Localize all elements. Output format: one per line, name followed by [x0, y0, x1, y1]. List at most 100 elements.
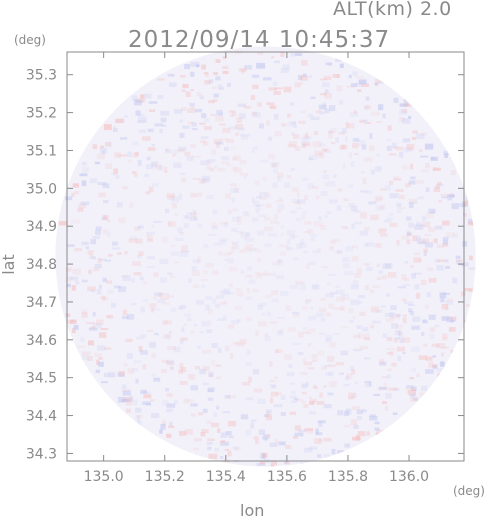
radar-texture-cell — [467, 218, 476, 224]
radar-texture-cell — [92, 144, 98, 149]
radar-texture-cell — [322, 174, 329, 180]
radar-texture-cell — [136, 113, 145, 117]
radar-texture-cell — [246, 266, 252, 271]
radar-texture-cell — [300, 110, 306, 114]
radar-texture-cell — [198, 412, 204, 416]
radar-texture-cell — [239, 133, 243, 136]
radar-texture-cell — [143, 391, 151, 394]
radar-texture-cell — [339, 372, 344, 376]
radar-texture-cell — [211, 360, 215, 365]
radar-texture-cell — [215, 59, 221, 64]
radar-texture-cell — [317, 420, 326, 424]
radar-texture-cell — [270, 391, 278, 397]
radar-texture-cell — [313, 384, 317, 388]
radar-texture-cell — [270, 105, 277, 110]
radar-texture-cell — [266, 194, 271, 198]
radar-texture-cell — [107, 254, 113, 257]
radar-texture-cell — [193, 215, 197, 221]
radar-texture-cell — [423, 217, 428, 220]
radar-texture-cell — [65, 313, 71, 317]
radar-texture-cell — [230, 353, 234, 359]
radar-texture-cell — [161, 369, 167, 374]
radar-texture-cell — [297, 74, 303, 81]
radar-texture-cell — [201, 284, 206, 289]
radar-texture-cell — [278, 442, 285, 445]
radar-texture-cell — [206, 159, 216, 163]
radar-texture-cell — [344, 375, 350, 381]
radar-texture-cell — [381, 376, 388, 379]
radar-texture-cell — [81, 279, 88, 283]
plot-frame — [66, 51, 465, 462]
radar-texture-cell — [257, 398, 266, 405]
x-tick-label: 135.2 — [145, 469, 185, 485]
radar-texture-cell — [427, 227, 436, 232]
radar-texture-cell — [245, 296, 253, 300]
radar-texture-cell — [74, 247, 82, 252]
radar-texture-cell — [336, 450, 344, 454]
radar-texture-cell — [350, 284, 359, 290]
radar-texture-cell — [362, 326, 369, 332]
radar-texture-cell — [439, 292, 447, 298]
radar-texture-cell — [229, 126, 238, 130]
radar-texture-cell — [179, 381, 188, 386]
radar-texture-cell — [292, 312, 300, 315]
radar-texture-cell — [304, 427, 314, 432]
radar-texture-cell — [348, 74, 352, 79]
radar-texture-cell — [362, 262, 371, 266]
radar-texture-cell — [203, 118, 210, 123]
radar-texture-cell — [212, 209, 217, 215]
radar-texture-cell — [403, 98, 412, 103]
radar-texture-cell — [156, 78, 166, 81]
radar-texture-cell — [272, 261, 281, 266]
radar-texture-cell — [140, 94, 145, 99]
radar-texture-cell — [190, 192, 199, 198]
radar-texture-cell — [145, 191, 151, 195]
radar-texture-cell — [339, 145, 345, 150]
radar-texture-cell — [228, 283, 234, 288]
radar-texture-cell — [332, 73, 340, 79]
radar-texture-cell — [326, 211, 332, 215]
radar-texture-cell — [397, 207, 406, 210]
radar-texture-cell — [236, 231, 244, 234]
radar-texture-cell — [115, 118, 125, 124]
radar-texture-cell — [174, 213, 178, 216]
radar-texture-cell — [352, 406, 361, 411]
radar-texture-cell — [209, 373, 213, 378]
radar-texture-cell — [336, 85, 343, 92]
radar-texture-cell — [296, 207, 302, 210]
radar-texture-cell — [312, 328, 316, 333]
radar-texture-cell — [335, 58, 342, 62]
radar-texture-cell — [402, 314, 408, 317]
radar-texture-cell — [65, 276, 73, 282]
radar-texture-cell — [153, 378, 161, 382]
radar-texture-cell — [377, 80, 386, 84]
radar-texture-cell — [443, 150, 451, 156]
radar-texture-cell — [425, 212, 434, 218]
radar-texture-cell — [178, 146, 187, 152]
radar-texture-cell — [296, 199, 306, 204]
radar-texture-cell — [213, 165, 218, 169]
radar-texture-cell — [403, 301, 413, 305]
radar-texture-cell — [426, 292, 431, 298]
radar-texture-cell — [235, 244, 240, 250]
radar-texture-cell — [343, 198, 349, 202]
radar-texture-cell — [445, 265, 451, 269]
radar-texture-cell — [288, 363, 293, 369]
radar-texture-cell — [228, 292, 235, 295]
radar-texture-cell — [352, 280, 359, 286]
radar-texture-cell — [317, 248, 321, 252]
radar-texture-cell — [174, 237, 184, 242]
radar-texture-cell — [412, 316, 421, 322]
radar-texture-cell — [208, 79, 214, 84]
radar-texture-cell — [183, 223, 189, 228]
radar-texture-cell — [323, 385, 327, 388]
radar-texture-cell — [429, 333, 435, 339]
radar-texture-cell — [172, 153, 176, 157]
radar-texture-cell — [93, 353, 102, 357]
radar-texture-cell — [67, 319, 74, 324]
radar-texture-cell — [462, 241, 468, 247]
radar-texture-cell — [121, 315, 129, 320]
radar-texture-cell — [353, 110, 357, 114]
radar-texture-cell — [128, 238, 137, 243]
